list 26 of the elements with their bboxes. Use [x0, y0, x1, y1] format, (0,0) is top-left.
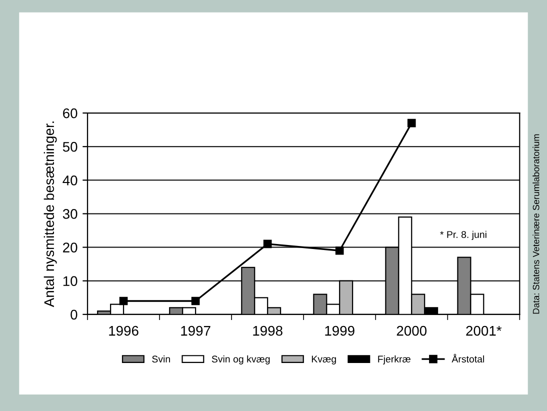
legend-label: Årstotal [452, 354, 484, 363]
y-tick-label: 50 [62, 142, 78, 152]
x-tick-label: 1999 [325, 326, 354, 336]
x-tick-label: 2001* [466, 326, 502, 336]
y-tick-label: 20 [63, 242, 78, 252]
x-tick-label: 1996 [109, 326, 138, 336]
y-tick-label: 10 [63, 276, 78, 286]
x-tick-label: 2000 [396, 326, 427, 336]
text: Data: Statens Veterinære Serumlaboratorium [532, 134, 540, 314]
y-tick-label: 30 [62, 209, 78, 219]
legend-label: Svin og kvæg [212, 355, 270, 364]
legend-label: Svin [152, 355, 170, 363]
point [119, 296, 128, 306]
y-tick-label: 40 [62, 175, 78, 186]
y-tick-label: 60 [63, 108, 78, 118]
point [191, 296, 200, 306]
annotation: * Pr. 8. juni [440, 230, 486, 240]
legend-label: Fjerkræ [378, 355, 410, 364]
y-axis-title: Antal nysmittede besætninger. [44, 122, 57, 308]
x-tick-label: 1998 [253, 326, 282, 336]
x-tick-label: 1997 [181, 326, 210, 336]
point [407, 118, 416, 128]
legend-label: Kvæg [312, 356, 336, 364]
y-tick-label: 0 [70, 310, 78, 320]
point [335, 246, 344, 255]
point [263, 240, 272, 248]
